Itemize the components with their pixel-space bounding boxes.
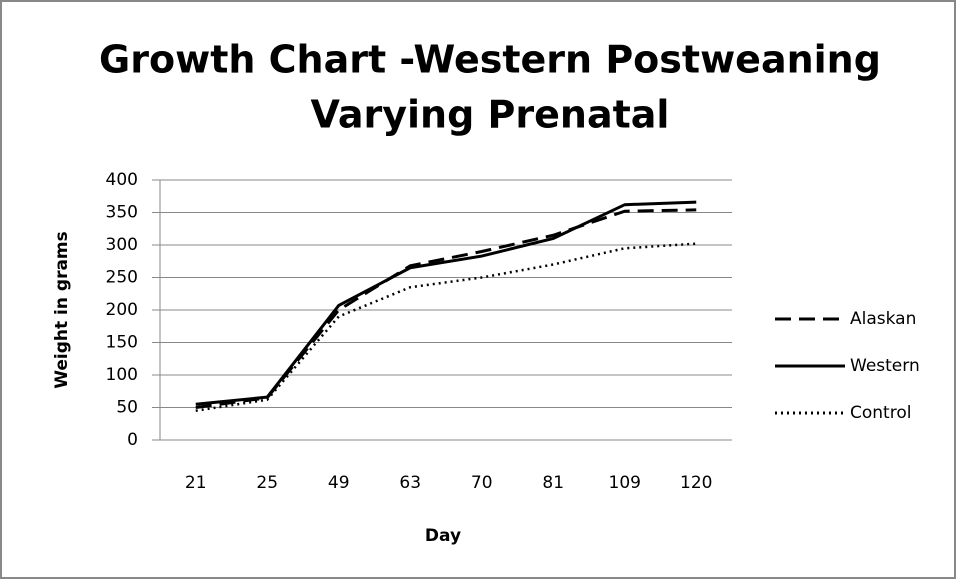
series-line: [195, 200, 697, 406]
chart-title: Varying Prenatal: [311, 93, 670, 137]
y-tick-label: 50: [116, 398, 138, 418]
x-tick-label: 109: [609, 473, 641, 493]
x-axis-title: Day: [425, 526, 461, 546]
chart-title: Growth Chart -Western Postweaning: [99, 38, 881, 82]
x-tick-label: 63: [399, 473, 421, 493]
x-tick-label: 25: [256, 473, 278, 493]
y-tick-label: 250: [106, 268, 138, 288]
y-tick-label: 200: [106, 300, 138, 320]
y-tick-label: 350: [106, 203, 138, 223]
y-axis-title: Weight in grams: [52, 231, 72, 389]
y-tick-label: 100: [106, 365, 138, 385]
series-line: [195, 242, 697, 412]
x-tick-label: 81: [542, 473, 564, 493]
x-tick-label: 120: [680, 473, 712, 493]
legend-label: Control: [850, 403, 911, 423]
x-tick-label: 21: [185, 473, 207, 493]
legend-label: Western: [850, 356, 920, 376]
y-tick-label: 150: [106, 333, 138, 353]
legend-label: Alaskan: [850, 309, 916, 329]
x-tick-label: 70: [471, 473, 493, 493]
x-tick-label: 49: [328, 473, 350, 493]
y-tick-label: 0: [127, 430, 138, 450]
y-tick-label: 300: [106, 235, 138, 255]
y-tick-label: 400: [106, 170, 138, 190]
